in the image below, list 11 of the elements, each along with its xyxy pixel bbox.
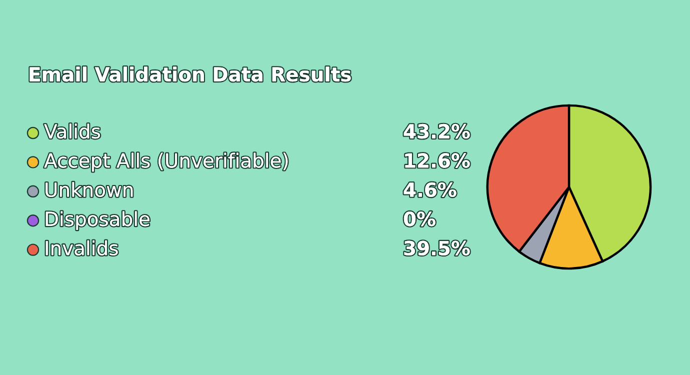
legend-label: Valids [44, 124, 100, 139]
chart-title: Email Validation Data Results [30, 66, 351, 82]
text: 0% [404, 212, 436, 226]
data-label: 4.6% [404, 182, 456, 198]
data-label: 12.6% [405, 153, 470, 168]
legend-label: Invalids [46, 240, 118, 256]
legend-label: Unknown [46, 182, 133, 198]
legend-label: Disposable [46, 211, 150, 230]
data-label: 43.2% [404, 124, 470, 139]
data-label: 39.5% [404, 240, 470, 256]
legend-label: Accept Alls (Unverifiable) [44, 152, 288, 172]
